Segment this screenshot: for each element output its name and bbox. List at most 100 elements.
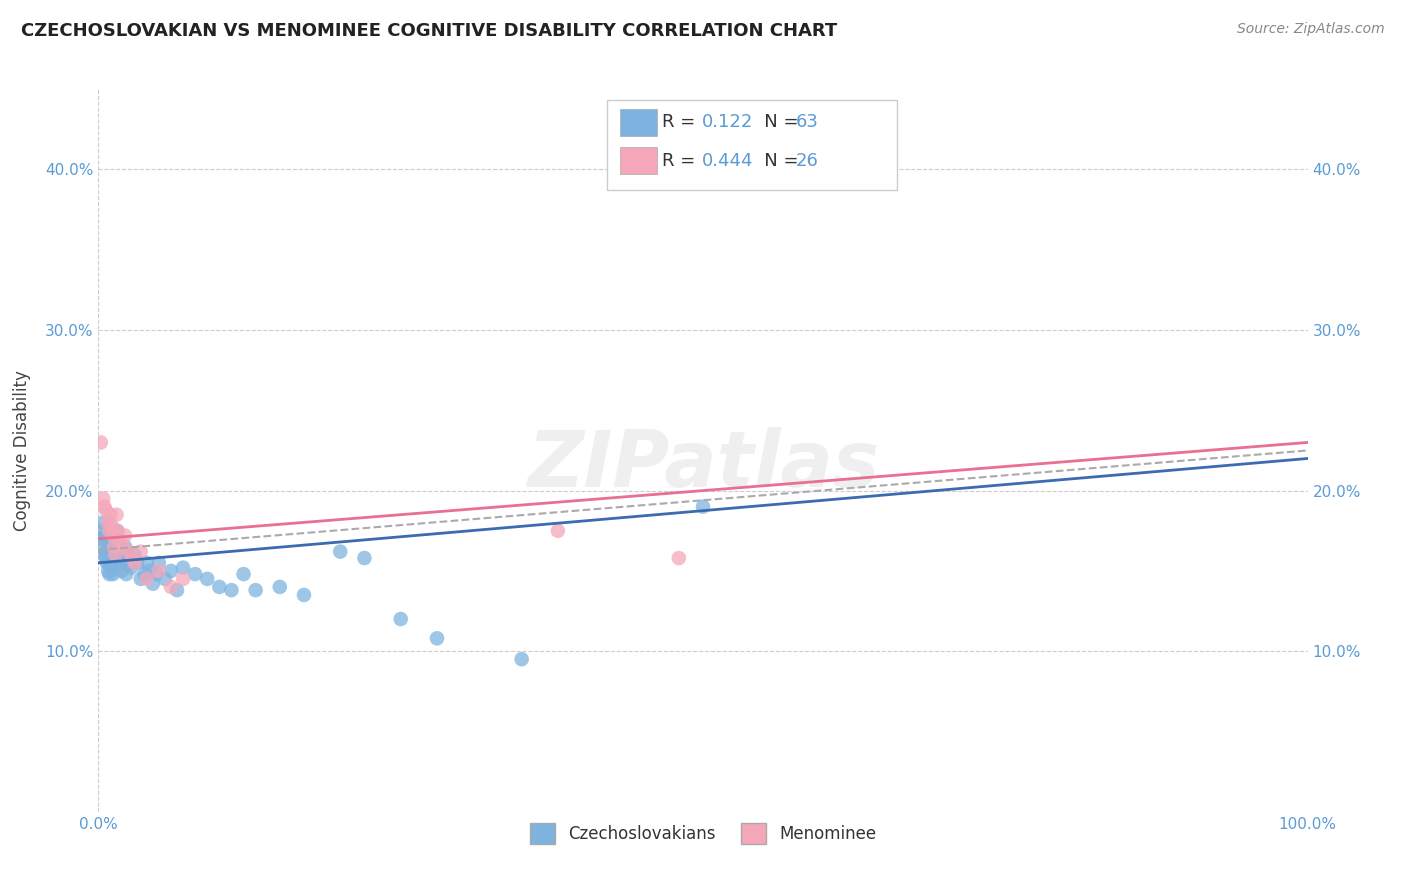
Point bbox=[105, 508, 128, 522]
Point bbox=[353, 551, 375, 566]
Point bbox=[104, 548, 127, 562]
Point bbox=[100, 508, 122, 522]
Point bbox=[166, 583, 188, 598]
Point bbox=[112, 551, 135, 566]
Point bbox=[100, 540, 122, 554]
Point bbox=[510, 652, 533, 666]
Point bbox=[114, 528, 136, 542]
Point bbox=[100, 556, 122, 570]
Point bbox=[105, 544, 128, 558]
Point bbox=[94, 544, 117, 558]
Point bbox=[160, 580, 183, 594]
Point bbox=[148, 564, 170, 578]
Point bbox=[692, 500, 714, 514]
Text: 63: 63 bbox=[796, 113, 818, 131]
Point bbox=[184, 567, 207, 582]
Point bbox=[103, 551, 125, 566]
Point bbox=[93, 500, 115, 514]
Point bbox=[138, 564, 160, 578]
Point bbox=[389, 612, 412, 626]
Point bbox=[96, 535, 118, 549]
Point bbox=[93, 528, 115, 542]
Point bbox=[121, 551, 143, 566]
Point bbox=[245, 583, 267, 598]
Point bbox=[103, 540, 125, 554]
Point bbox=[90, 524, 112, 538]
Point bbox=[118, 544, 141, 558]
Text: N =: N = bbox=[747, 152, 804, 169]
Point bbox=[100, 559, 122, 574]
Point bbox=[97, 556, 120, 570]
Point bbox=[329, 544, 352, 558]
Point bbox=[98, 524, 121, 538]
Point bbox=[232, 567, 254, 582]
Y-axis label: Cognitive Disability: Cognitive Disability bbox=[13, 370, 31, 531]
Point bbox=[118, 548, 141, 562]
Text: R =: R = bbox=[662, 152, 702, 169]
Point bbox=[114, 540, 136, 554]
Point bbox=[142, 576, 165, 591]
Point bbox=[135, 572, 157, 586]
Point bbox=[101, 528, 124, 542]
Point bbox=[547, 524, 569, 538]
Point bbox=[111, 540, 134, 554]
Point bbox=[120, 560, 142, 574]
Point bbox=[104, 560, 127, 574]
Point bbox=[129, 544, 152, 558]
Point bbox=[172, 572, 194, 586]
Point bbox=[111, 544, 134, 558]
Point bbox=[118, 556, 141, 570]
Point bbox=[127, 556, 149, 570]
Point bbox=[153, 572, 176, 586]
Point bbox=[91, 540, 114, 554]
Text: ZIPatlas: ZIPatlas bbox=[527, 427, 879, 503]
Point bbox=[100, 548, 122, 562]
Text: Source: ZipAtlas.com: Source: ZipAtlas.com bbox=[1237, 22, 1385, 37]
Text: N =: N = bbox=[747, 113, 804, 131]
Point bbox=[121, 551, 143, 566]
Point bbox=[90, 435, 112, 450]
Point bbox=[145, 567, 167, 582]
Point bbox=[107, 535, 129, 549]
Point bbox=[269, 580, 291, 594]
Point bbox=[108, 556, 131, 570]
Point bbox=[426, 632, 449, 646]
Point bbox=[94, 551, 117, 566]
Point bbox=[668, 551, 690, 566]
Point bbox=[105, 524, 128, 538]
Point bbox=[292, 588, 315, 602]
Point bbox=[117, 556, 139, 570]
Point bbox=[110, 564, 132, 578]
Point bbox=[135, 556, 157, 570]
Point bbox=[97, 564, 120, 578]
Point bbox=[172, 560, 194, 574]
Point bbox=[134, 567, 156, 582]
Text: R =: R = bbox=[662, 113, 702, 131]
Point bbox=[101, 540, 124, 554]
Point bbox=[195, 572, 218, 586]
Text: CZECHOSLOVAKIAN VS MENOMINEE COGNITIVE DISABILITY CORRELATION CHART: CZECHOSLOVAKIAN VS MENOMINEE COGNITIVE D… bbox=[21, 22, 838, 40]
Point bbox=[91, 491, 114, 506]
Point bbox=[129, 572, 152, 586]
Text: 0.122: 0.122 bbox=[702, 113, 754, 131]
Point bbox=[108, 535, 131, 549]
Point bbox=[91, 532, 114, 546]
Point bbox=[108, 548, 131, 562]
Text: 26: 26 bbox=[796, 152, 818, 169]
Point bbox=[160, 564, 183, 578]
Point bbox=[107, 524, 129, 538]
Point bbox=[96, 556, 118, 570]
Point bbox=[94, 503, 117, 517]
Point bbox=[221, 583, 243, 598]
Point bbox=[100, 519, 122, 533]
Legend: Czechoslovakians, Menominee: Czechoslovakians, Menominee bbox=[523, 817, 883, 850]
Point bbox=[91, 516, 114, 530]
Point bbox=[148, 556, 170, 570]
Point bbox=[101, 567, 124, 582]
Point bbox=[208, 580, 231, 594]
Point bbox=[124, 548, 146, 562]
Point bbox=[97, 516, 120, 530]
Text: 0.444: 0.444 bbox=[702, 152, 754, 169]
Point bbox=[124, 556, 146, 570]
Point bbox=[93, 548, 115, 562]
